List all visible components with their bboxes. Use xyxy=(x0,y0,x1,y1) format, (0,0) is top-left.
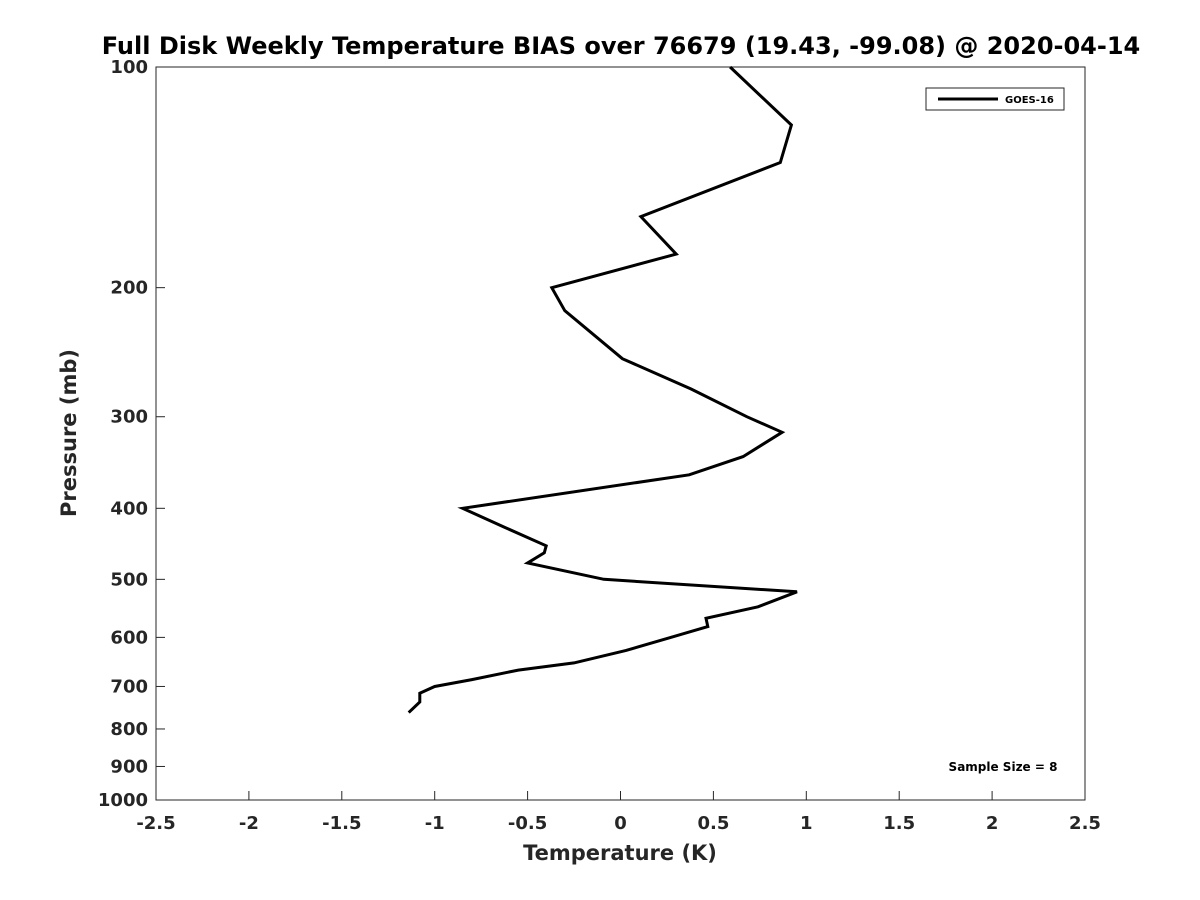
x-tick-label: 2 xyxy=(986,813,999,834)
x-tick-label: -1.5 xyxy=(322,813,361,834)
x-axis-label: Temperature (K) xyxy=(523,841,717,865)
series-line-goes16 xyxy=(407,65,798,714)
x-tick-label: 1 xyxy=(800,813,813,834)
x-tick-label: 0.5 xyxy=(697,813,729,834)
y-tick-label: 700 xyxy=(110,676,148,697)
y-tick-label: 1000 xyxy=(98,790,148,811)
x-tick-label: 0 xyxy=(614,813,627,834)
x-axis: -2.5 -2 -1.5 -1 -0.5 0 0.5 1 1.5 2 2.5 xyxy=(136,791,1101,834)
y-axis-label: Pressure (mb) xyxy=(57,349,81,517)
y-tick-label: 400 xyxy=(110,498,148,519)
x-tick-label: 1.5 xyxy=(883,813,915,834)
x-tick-label: -1 xyxy=(425,813,445,834)
x-tick-label: 2.5 xyxy=(1069,813,1101,834)
y-tick-label: 900 xyxy=(110,756,148,777)
series-layer xyxy=(407,65,798,714)
y-tick-label: 200 xyxy=(110,278,148,299)
y-tick-label: 800 xyxy=(110,719,148,740)
x-tick-label: -0.5 xyxy=(508,813,547,834)
legend-entry-goes16: GOES-16 xyxy=(1005,95,1054,106)
y-tick-label: 300 xyxy=(110,407,148,428)
y-tick-label: 600 xyxy=(110,627,148,648)
y-tick-label: 100 xyxy=(110,57,148,78)
x-tick-label: -2.5 xyxy=(136,813,175,834)
y-axis: 100 200 300 400 500 600 700 800 900 1000 xyxy=(98,57,165,811)
legend: GOES-16 xyxy=(925,87,1065,111)
sample-size-note: Sample Size = 8 xyxy=(949,760,1058,774)
chart-title: Full Disk Weekly Temperature BIAS over 7… xyxy=(102,32,1141,60)
x-tick-label: -2 xyxy=(239,813,259,834)
y-tick-label: 500 xyxy=(110,569,148,590)
